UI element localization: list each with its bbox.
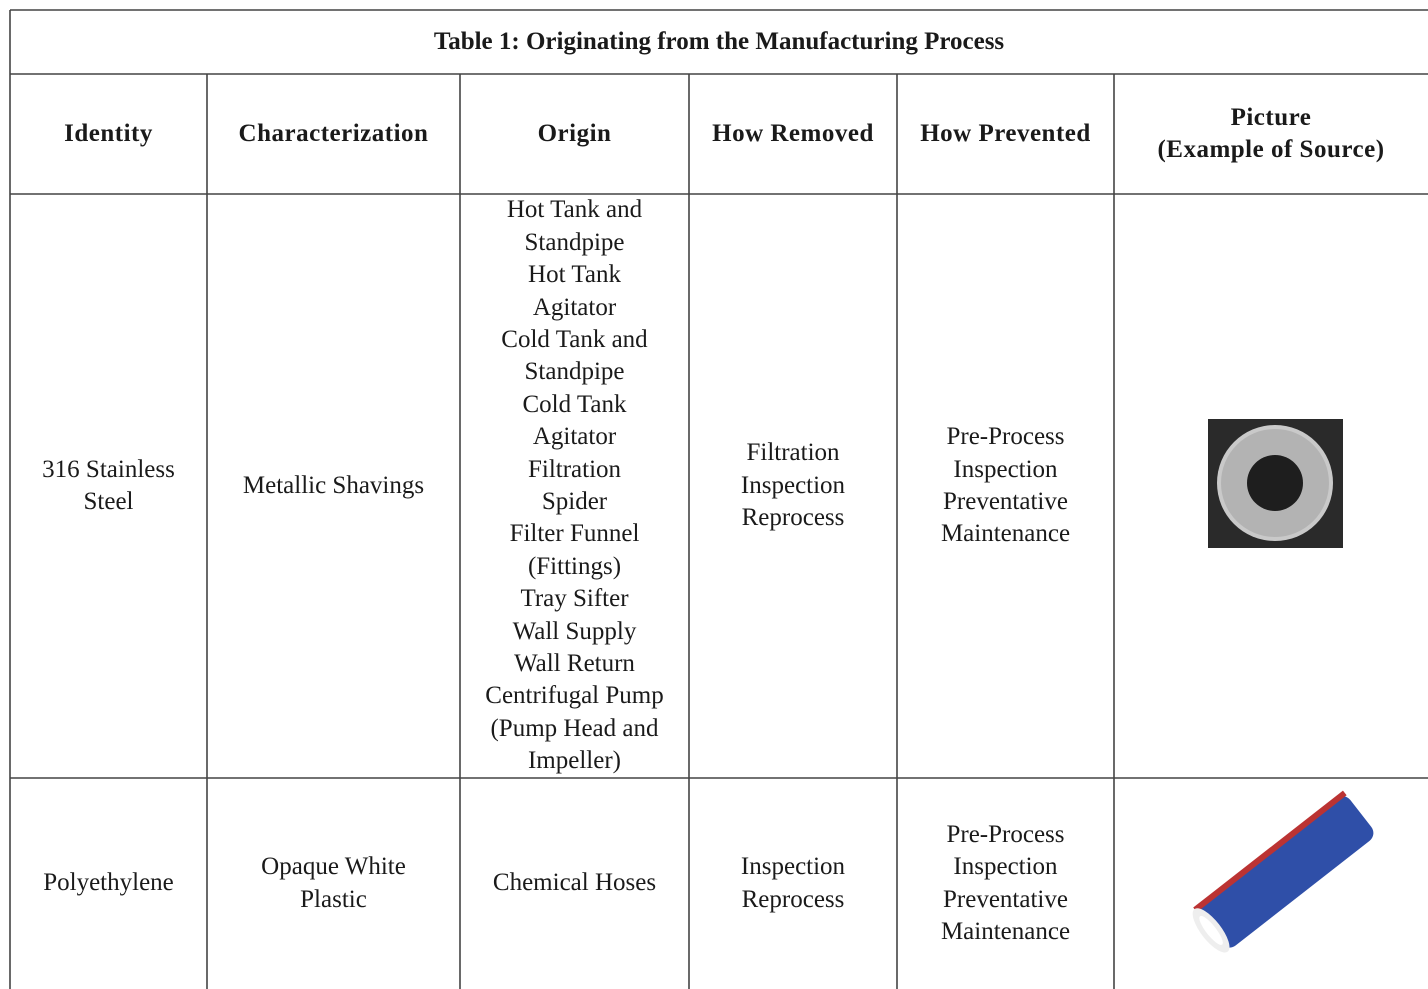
cell-line: Standpipe	[524, 228, 625, 256]
cell-line: How Prevented	[920, 119, 1091, 147]
cell-line: Identity	[64, 119, 153, 147]
cell-line: Tray Sifter	[520, 585, 629, 613]
cell-line: Wall Supply	[512, 617, 637, 645]
cell-line: Pre-Process	[946, 423, 1065, 451]
cell-line: Spider	[541, 488, 608, 515]
cell-line: Standpipe	[524, 358, 625, 386]
cell-line: Agitator	[532, 423, 617, 451]
table-cell: Hot Tank and Standpipe Hot Tank Agitator Col…	[460, 194, 689, 778]
cell-line: Inspection	[740, 471, 846, 499]
cell-line: Metallic Shavings	[242, 471, 425, 499]
header-cell: Origin	[460, 74, 689, 194]
table-cell: Metallic Shavings	[207, 194, 460, 778]
cell-line: Centrifugal Pump	[485, 682, 664, 710]
cell-line: Filtration	[527, 455, 622, 483]
cell-line: Preventative	[943, 885, 1068, 913]
cell-line: (Example of Source)	[1157, 136, 1385, 163]
cell-line: How Removed	[712, 119, 874, 147]
header-cell: Picture (Example of Source)	[1114, 74, 1428, 194]
cell-line: Reprocess	[741, 885, 845, 913]
cell-line: Opaque White	[261, 853, 406, 881]
cell-line: Polyethylene	[43, 869, 174, 897]
cell-line: Inspection	[953, 853, 1058, 881]
header-cell: How Prevented	[897, 74, 1114, 194]
table-cell: Opaque White Plastic	[207, 778, 460, 989]
table-cell: Chemical Hoses	[460, 778, 689, 989]
table-cell: Pre-Process Inspection Preventative Mainten…	[897, 194, 1114, 778]
cell-line: Filter Funnel	[509, 520, 640, 548]
header-cell: How Removed	[689, 74, 897, 194]
table-cell: Pre-Process Inspection Preventative Mainten…	[897, 778, 1114, 989]
table-title: Table 1: Originating from the Manufactur…	[433, 28, 1005, 55]
cell-line: Picture	[1230, 103, 1312, 131]
table-cell: 316 Stainless Steel	[10, 194, 207, 778]
header-cell: Characterization	[207, 74, 460, 194]
cell-line: Characterization	[238, 119, 429, 147]
cell-line: 316 Stainless	[42, 455, 175, 483]
table-cell: Inspection Reprocess	[689, 778, 897, 989]
cell-line: Inspection	[953, 455, 1058, 483]
cell-line: Pre-Process	[946, 820, 1065, 848]
cell-line: Origin	[537, 119, 612, 147]
cell-line: Impeller)	[527, 747, 621, 775]
cell-line: (Fittings)	[527, 552, 622, 580]
cell-line: Hot Tank and	[506, 196, 643, 224]
washer-picture	[1208, 419, 1343, 548]
cell-line: Preventative	[943, 488, 1068, 515]
table-cell: Polyethylene	[10, 778, 207, 989]
cell-line: Hot Tank	[528, 261, 621, 289]
cell-line: Maintenance	[940, 917, 1071, 945]
cell-line: Cold Tank and	[501, 325, 648, 353]
hose-picture	[1192, 790, 1374, 953]
cell-line: Wall Return	[514, 650, 635, 678]
table-cell: Filtration Inspection Reprocess	[689, 194, 897, 778]
cell-line: Cold Tank	[522, 390, 627, 418]
cell-line: Steel	[83, 488, 134, 515]
cell-line: Filtration	[746, 439, 840, 467]
cell-line: Reprocess	[741, 504, 845, 532]
cell-line: Inspection	[740, 853, 846, 881]
cell-line: Agitator	[532, 293, 617, 321]
header-cell: Identity	[10, 74, 207, 194]
cell-line: Maintenance	[940, 520, 1071, 548]
cell-line: (Pump Head and	[490, 714, 659, 742]
cell-line: Chemical Hoses	[492, 869, 657, 897]
cell-line: Plastic	[300, 885, 367, 913]
